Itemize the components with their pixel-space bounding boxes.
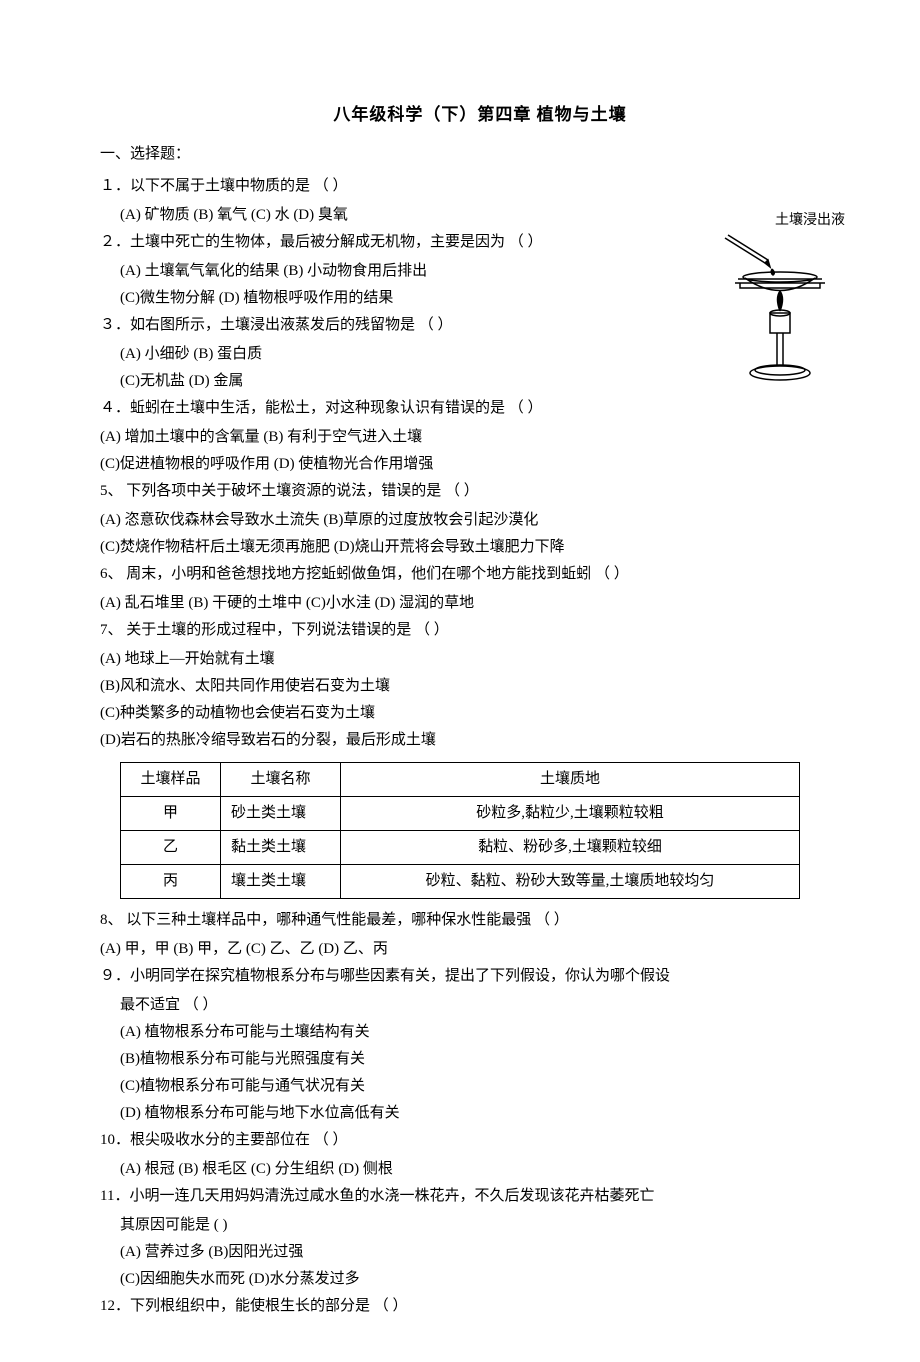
q4-options-1: (A) 增加土壤中的含氧量 (B) 有利于空气进入土壤 bbox=[100, 424, 860, 451]
th-sample: 土壤样品 bbox=[121, 762, 221, 796]
page-title: 八年级科学（下）第四章 植物与土壤 bbox=[100, 100, 860, 131]
cell: 甲 bbox=[121, 796, 221, 830]
question-7: 7、 关于土壤的形成过程中，下列说法错误的是 （ ） bbox=[100, 617, 860, 644]
q11-text2: 其原因可能是 ( ) bbox=[100, 1212, 860, 1239]
soil-table: 土壤样品 土壤名称 土壤质地 甲 砂土类土壤 砂粒多,黏粒少,土壤颗粒较粗 乙 … bbox=[120, 762, 800, 899]
cell: 砂土类土壤 bbox=[221, 796, 341, 830]
q8-options: (A) 甲，甲 (B) 甲，乙 (C) 乙、乙 (D) 乙、丙 bbox=[100, 936, 860, 963]
cell: 乙 bbox=[121, 830, 221, 864]
table-row: 乙 黏土类土壤 黏粒、粉砂多,土壤颗粒较细 bbox=[121, 830, 800, 864]
q7-optB: (B)风和流水、太阳共同作用使岩石变为土壤 bbox=[100, 673, 860, 700]
q11-options-2: (C)因细胞失水而死 (D)水分蒸发过多 bbox=[100, 1266, 860, 1293]
q9-optA: (A) 植物根系分布可能与土壤结构有关 bbox=[100, 1019, 860, 1046]
cell: 砂粒多,黏粒少,土壤颗粒较粗 bbox=[341, 796, 800, 830]
q11-options-1: (A) 营养过多 (B)因阳光过强 bbox=[100, 1239, 860, 1266]
q9-optC: (C)植物根系分布可能与通气状况有关 bbox=[100, 1073, 860, 1100]
beaker-diagram: 土壤浸出液 bbox=[710, 208, 850, 393]
q5-options-1: (A) 恣意砍伐森林会导致水土流失 (B)草原的过度放牧会引起沙漠化 bbox=[100, 507, 860, 534]
question-10: 10．根尖吸收水分的主要部位在 （ ） bbox=[100, 1127, 860, 1154]
cell: 黏土类土壤 bbox=[221, 830, 341, 864]
question-8: 8、 以下三种土壤样品中，哪种通气性能最差，哪种保水性能最强 （ ） bbox=[100, 907, 860, 934]
question-1: １．以下不属于土壤中物质的是 （ ） bbox=[100, 173, 860, 200]
q7-optC: (C)种类繁多的动植物也会使岩石变为土壤 bbox=[100, 700, 860, 727]
question-9: ９．小明同学在探究植物根系分布与哪些因素有关，提出了下列假设，你认为哪个假设 bbox=[100, 963, 860, 990]
question-6: 6、 周末，小明和爸爸想找地方挖蚯蚓做鱼饵，他们在哪个地方能找到蚯蚓 （ ） bbox=[100, 561, 860, 588]
section-heading: 一、选择题： bbox=[100, 141, 860, 168]
q9-optB: (B)植物根系分布可能与光照强度有关 bbox=[100, 1046, 860, 1073]
content-wrapper: 土壤浸出液 bbox=[100, 173, 860, 1320]
q7-optD: (D)岩石的热胀冷缩导致岩石的分裂，最后形成土壤 bbox=[100, 727, 860, 754]
question-12: 12．下列根组织中，能使根生长的部分是 （ ） bbox=[100, 1293, 860, 1320]
q5-options-2: (C)焚烧作物秸杆后土壤无须再施肥 (D)烧山开荒将会导致土壤肥力下降 bbox=[100, 534, 860, 561]
question-4: ４．蚯蚓在土壤中生活，能松土，对这种现象认识有错误的是 （ ） bbox=[100, 395, 860, 422]
q10-options: (A) 根冠 (B) 根毛区 (C) 分生组织 (D) 侧根 bbox=[100, 1156, 860, 1183]
cell: 丙 bbox=[121, 864, 221, 898]
cell: 壤土类土壤 bbox=[221, 864, 341, 898]
th-name: 土壤名称 bbox=[221, 762, 341, 796]
cell: 砂粒、黏粒、粉砂大致等量,土壤质地较均匀 bbox=[341, 864, 800, 898]
q9-optD: (D) 植物根系分布可能与地下水位高低有关 bbox=[100, 1100, 860, 1127]
cell: 黏粒、粉砂多,土壤颗粒较细 bbox=[341, 830, 800, 864]
table-header-row: 土壤样品 土壤名称 土壤质地 bbox=[121, 762, 800, 796]
question-11: 11．小明一连几天用妈妈清洗过咸水鱼的水浇一株花卉，不久后发现该花卉枯萎死亡 bbox=[100, 1183, 860, 1210]
th-texture: 土壤质地 bbox=[341, 762, 800, 796]
table-row: 丙 壤土类土壤 砂粒、黏粒、粉砂大致等量,土壤质地较均匀 bbox=[121, 864, 800, 898]
question-5: 5、 下列各项中关于破坏土壤资源的说法，错误的是 （ ） bbox=[100, 478, 860, 505]
table-row: 甲 砂土类土壤 砂粒多,黏粒少,土壤颗粒较粗 bbox=[121, 796, 800, 830]
q6-options: (A) 乱石堆里 (B) 干硬的土堆中 (C)小水洼 (D) 湿润的草地 bbox=[100, 590, 860, 617]
q7-optA: (A) 地球上—开始就有土壤 bbox=[100, 646, 860, 673]
beaker-svg bbox=[710, 233, 850, 383]
q4-options-2: (C)促进植物根的呼吸作用 (D) 使植物光合作用增强 bbox=[100, 451, 860, 478]
diagram-label: 土壤浸出液 bbox=[710, 208, 850, 233]
q9-text2: 最不适宜 （ ） bbox=[100, 992, 860, 1019]
